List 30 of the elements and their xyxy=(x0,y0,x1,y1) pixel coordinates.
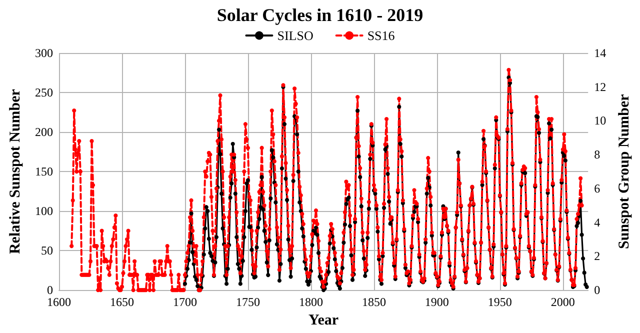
x-tick-label: 1600 xyxy=(47,295,71,310)
x-tick-label: 1700 xyxy=(172,295,197,310)
x-tick-label: 1850 xyxy=(362,295,386,310)
y-tick-label: 250 xyxy=(35,86,53,100)
legend-label: SILSO xyxy=(277,28,314,43)
y-tick-label: 200 xyxy=(35,125,53,140)
y2-tick-label: 6 xyxy=(594,181,600,196)
legend-label: SS16 xyxy=(367,28,396,43)
x-axis-title: Year xyxy=(308,312,339,328)
y2-tick-label: 4 xyxy=(594,215,600,230)
x-tick-label: 1950 xyxy=(488,295,512,310)
y-tick-label: 150 xyxy=(35,164,53,179)
y2-tick-label: 8 xyxy=(594,148,600,162)
y-axis-title: Relative Sunspot Number xyxy=(8,88,24,254)
y2-tick-label: 0 xyxy=(594,283,600,298)
x-tick-label: 2000 xyxy=(550,295,575,310)
x-tick-label: 1750 xyxy=(236,295,260,310)
y2-tick-label: 12 xyxy=(594,80,606,94)
y-tick-label: 50 xyxy=(41,244,53,258)
y-tick-label: 300 xyxy=(35,46,53,60)
y2-tick-label: 10 xyxy=(594,114,606,128)
x-tick-label: 1900 xyxy=(424,295,449,310)
y2-axis-title: Sunspot Group Number xyxy=(616,94,632,249)
y-tick-label: 0 xyxy=(47,283,53,298)
x-tick-label: 1800 xyxy=(298,295,323,310)
chart-title: Solar Cycles in 1610 - 2019 xyxy=(216,5,424,25)
x-tick-label: 1650 xyxy=(110,295,134,310)
y2-tick-label: 14 xyxy=(594,46,606,60)
y-tick-label: 100 xyxy=(35,204,53,218)
y2-tick-label: 2 xyxy=(594,249,600,264)
